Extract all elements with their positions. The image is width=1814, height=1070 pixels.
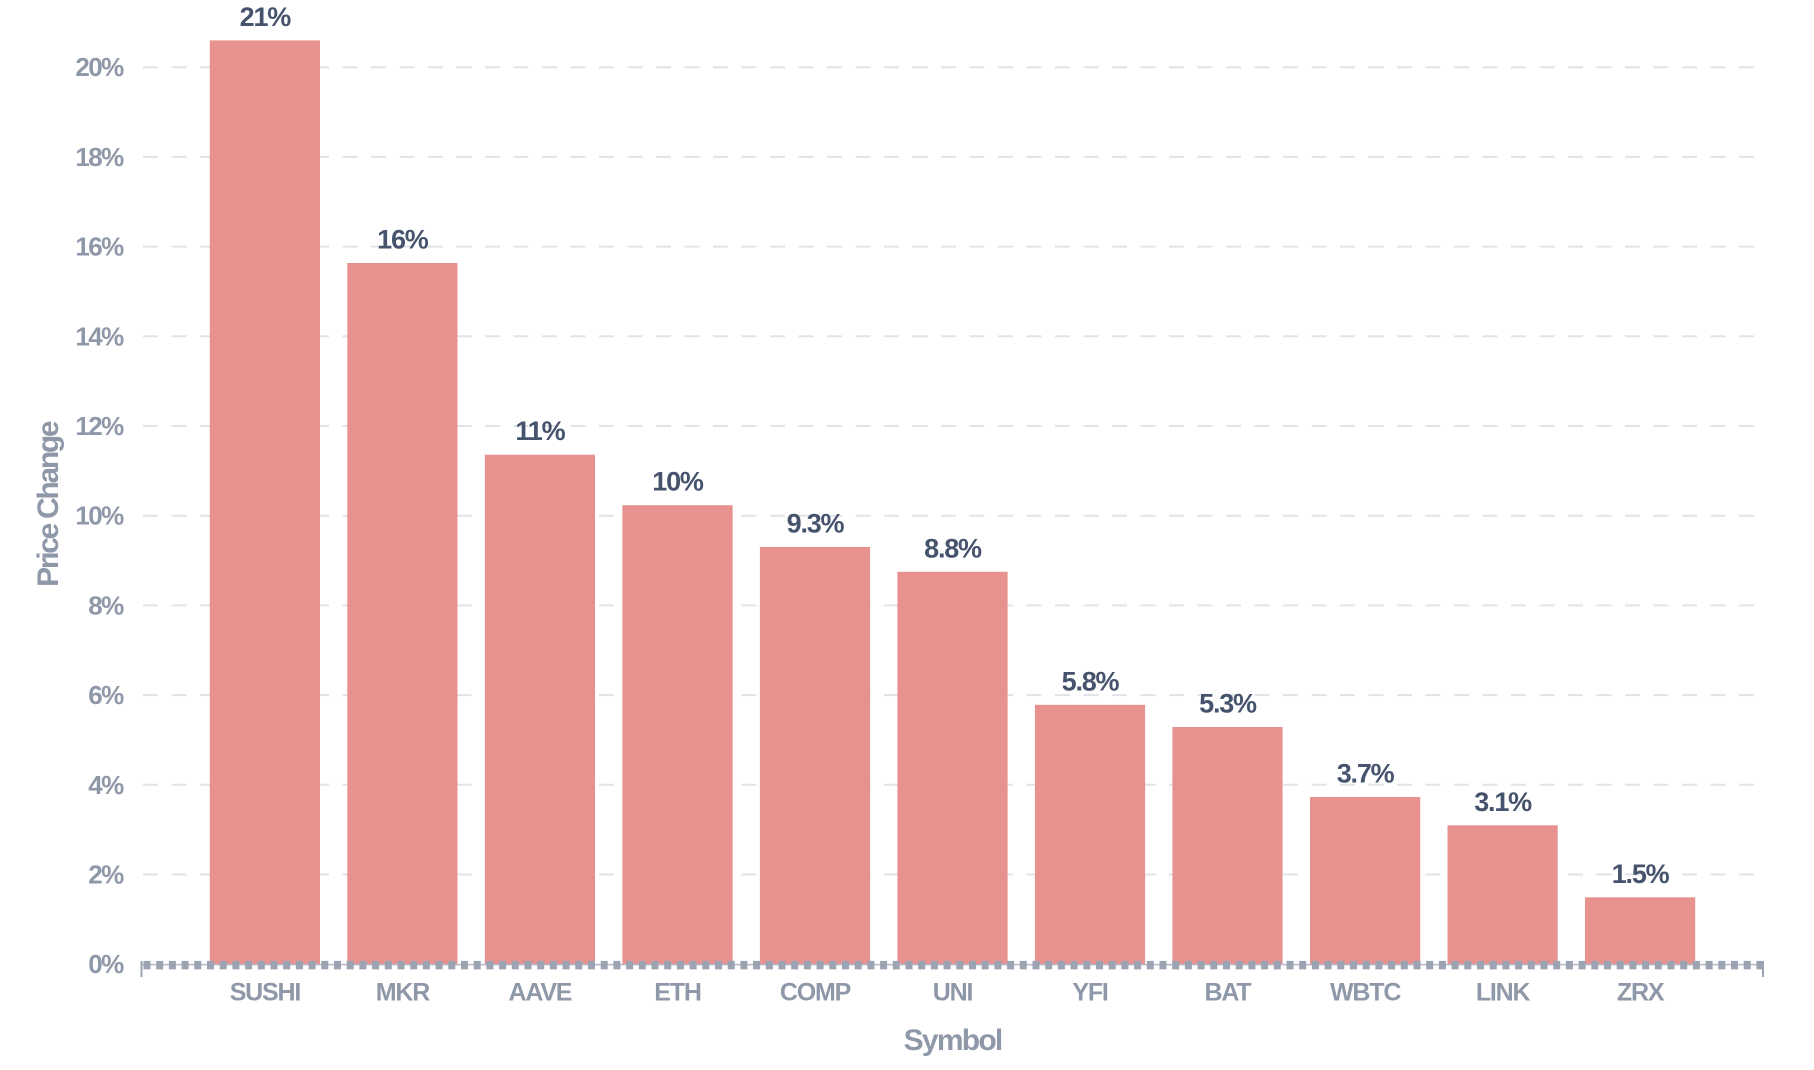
svg-text:10%: 10% [652,467,704,497]
svg-text:SUSHI: SUSHI [230,979,301,1007]
svg-text:3.7%: 3.7% [1337,759,1395,789]
svg-text:Symbol: Symbol [904,1024,1002,1057]
svg-text:4%: 4% [88,770,124,800]
svg-text:ETH: ETH [654,979,701,1007]
svg-text:3.1%: 3.1% [1474,787,1532,817]
svg-text:WBTC: WBTC [1330,979,1401,1007]
svg-text:LINK: LINK [1476,979,1531,1007]
svg-text:5.8%: 5.8% [1062,666,1120,696]
svg-text:9.3%: 9.3% [787,509,845,539]
svg-text:21%: 21% [240,2,292,32]
svg-text:6%: 6% [88,680,124,710]
svg-text:16%: 16% [75,232,124,262]
svg-text:8%: 8% [88,590,124,620]
svg-text:16%: 16% [377,225,429,255]
svg-text:ZRX: ZRX [1617,979,1665,1007]
svg-text:14%: 14% [75,321,124,351]
svg-text:Price Change: Price Change [32,421,65,587]
svg-text:AAVE: AAVE [508,979,571,1007]
svg-text:8.8%: 8.8% [924,533,982,563]
svg-text:MKR: MKR [376,979,430,1007]
svg-text:UNI: UNI [933,979,973,1007]
svg-text:1.5%: 1.5% [1612,859,1670,889]
svg-text:12%: 12% [75,411,124,441]
svg-text:YFI: YFI [1072,979,1108,1007]
svg-text:0%: 0% [88,949,124,979]
svg-text:COMP: COMP [780,979,851,1007]
svg-text:18%: 18% [75,142,124,172]
svg-text:10%: 10% [75,501,124,531]
svg-text:5.3%: 5.3% [1199,689,1257,719]
svg-text:2%: 2% [88,860,124,890]
svg-text:11%: 11% [515,416,565,446]
svg-text:BAT: BAT [1205,979,1252,1007]
svg-text:20%: 20% [75,52,124,82]
